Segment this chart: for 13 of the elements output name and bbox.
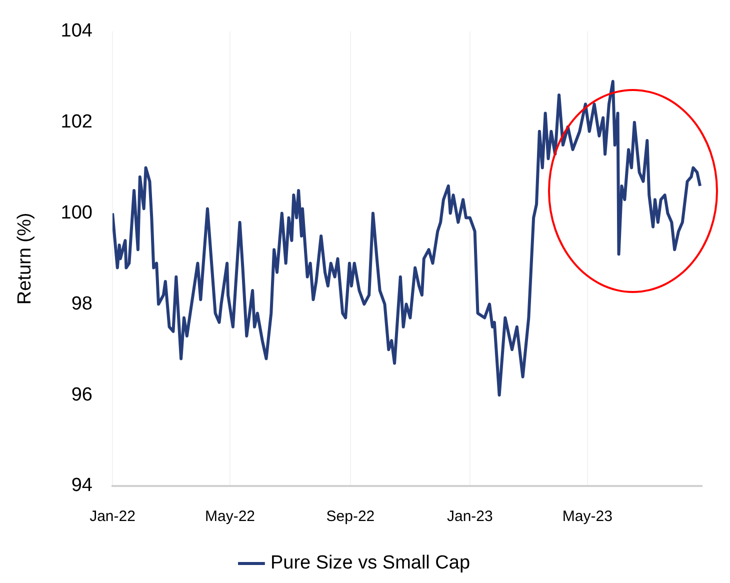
x-tick-label: Jan-22: [90, 508, 136, 526]
x-tick-label: Sep-22: [326, 508, 375, 526]
x-tick-label: May-22: [204, 508, 256, 526]
x-tick-label: Jan-23: [446, 508, 493, 526]
y-tick-label: 94: [71, 475, 93, 496]
y-axis-title: Return (%): [14, 212, 36, 305]
y-tick-label: 96: [71, 384, 92, 406]
y-tick-label: 100: [60, 202, 92, 224]
y-tick-label: 98: [71, 293, 92, 314]
y-tick-label: 104: [60, 20, 93, 42]
x-tick-label: May-23: [562, 508, 612, 526]
y-tick-label: 102: [60, 112, 92, 133]
legend-label: Pure Size vs Small Cap: [270, 552, 470, 574]
